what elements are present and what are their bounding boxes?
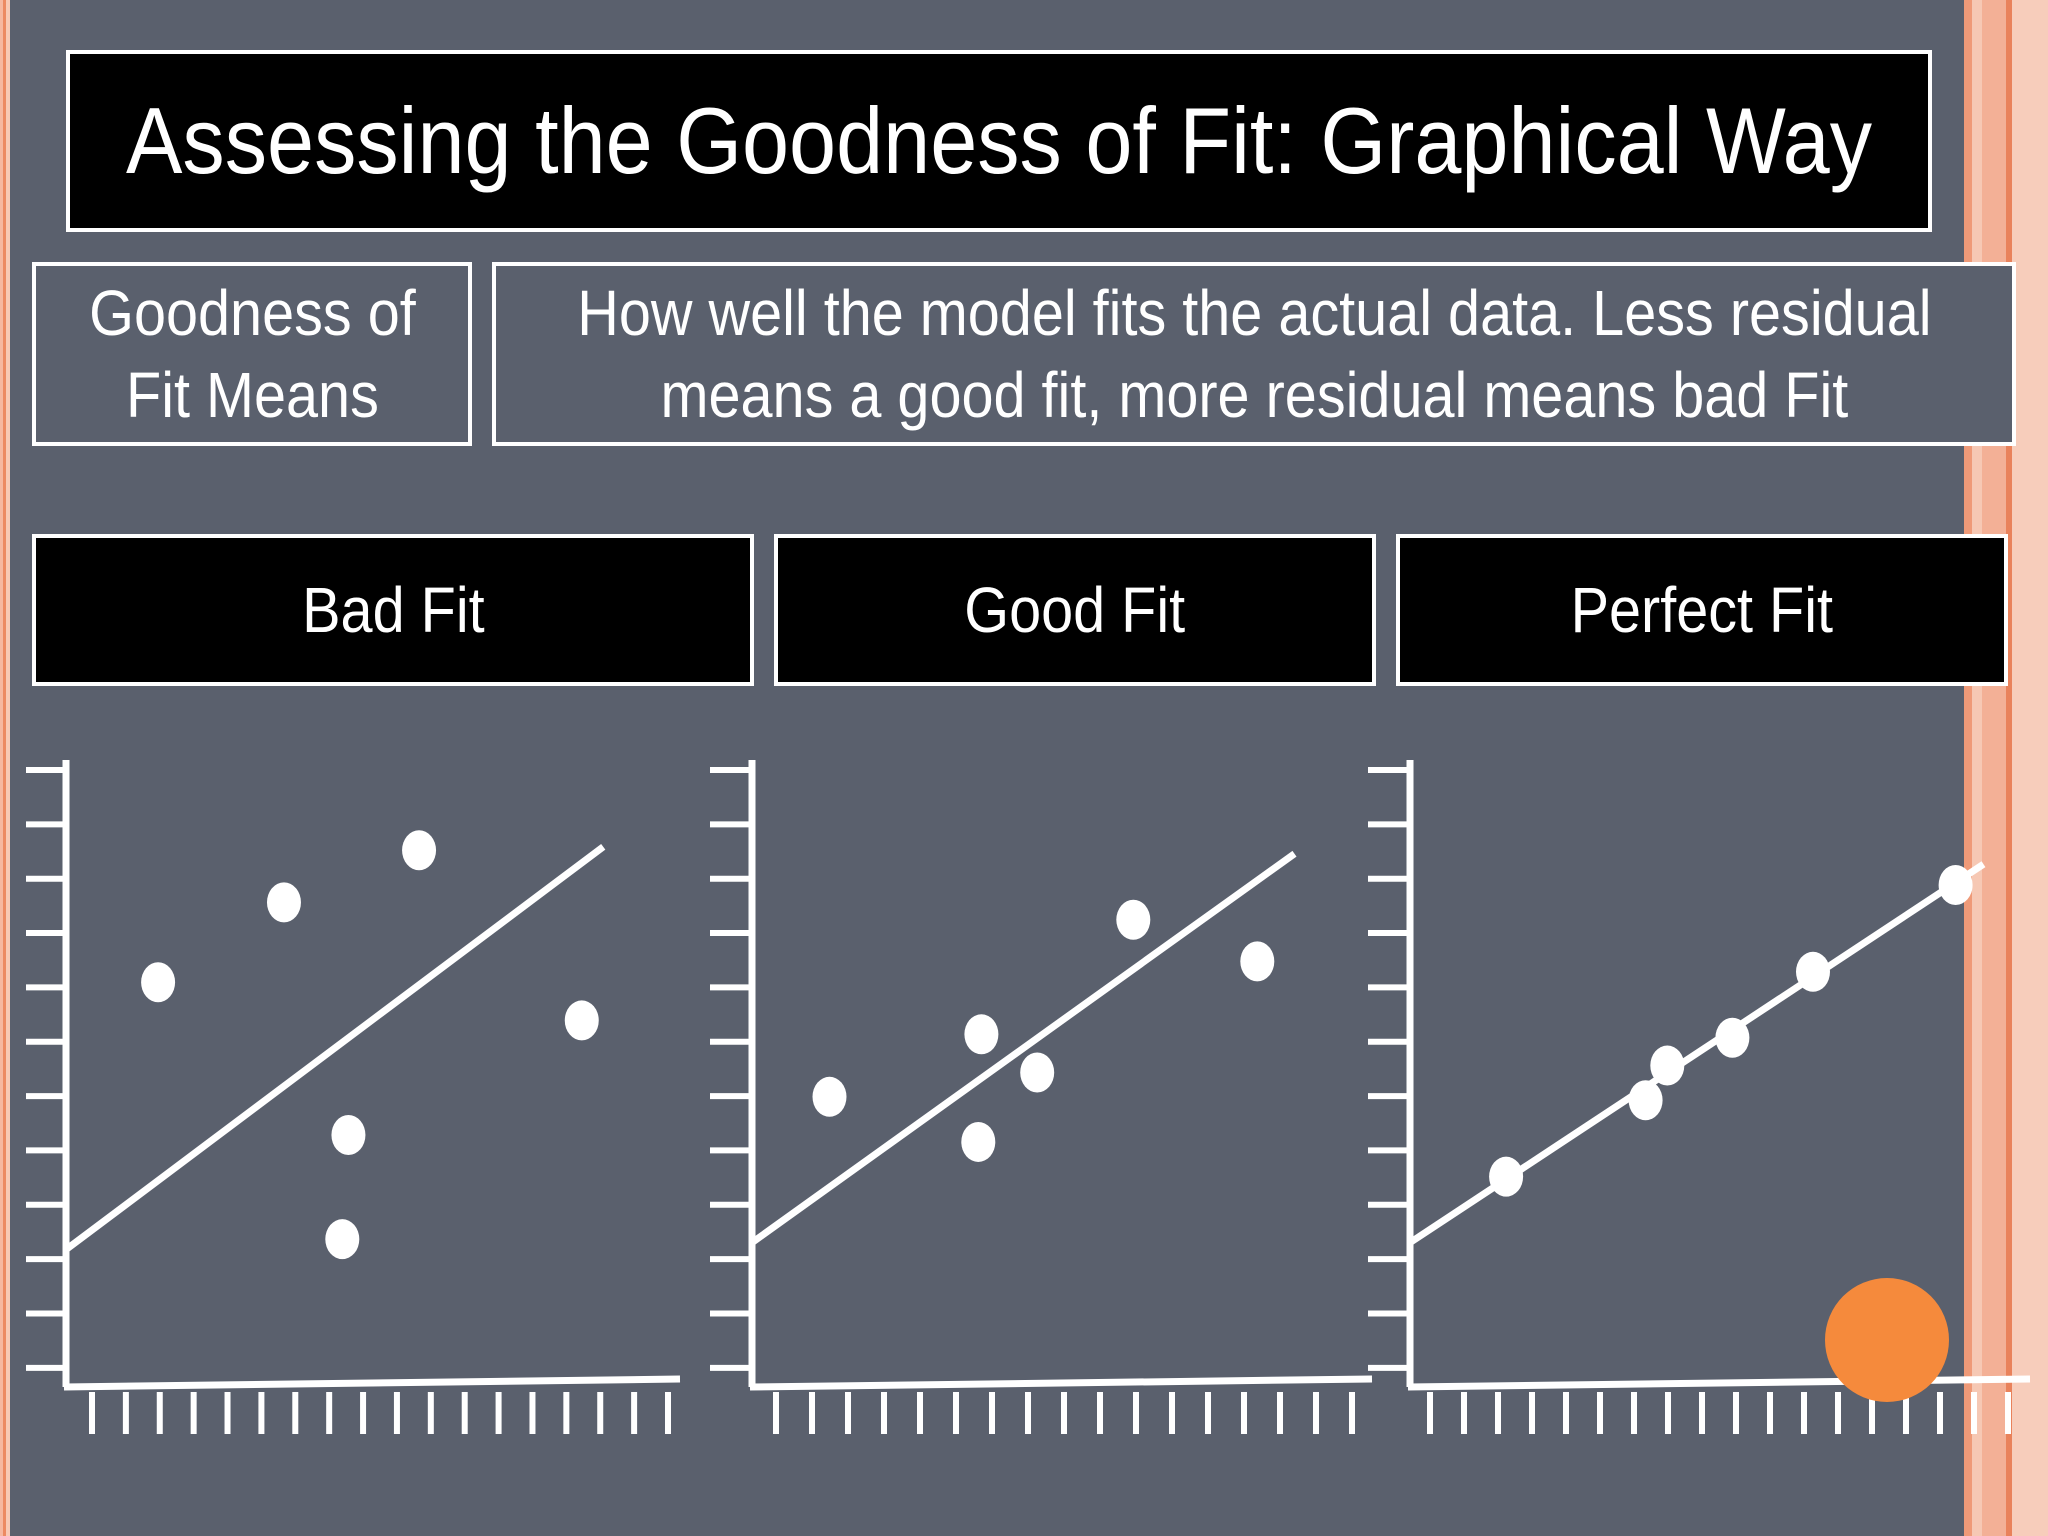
data-point bbox=[812, 1076, 847, 1117]
data-point bbox=[1650, 1045, 1685, 1086]
data-point bbox=[266, 882, 301, 923]
fit-line bbox=[749, 850, 1297, 1246]
slide-title-box: Assessing the Goodness of Fit: Graphical… bbox=[66, 50, 1932, 232]
data-point bbox=[1489, 1156, 1524, 1197]
data-point bbox=[141, 962, 176, 1003]
data-point bbox=[1020, 1052, 1055, 1093]
data-point bbox=[1116, 899, 1151, 940]
data-point bbox=[1240, 941, 1275, 982]
x-axis bbox=[749, 1375, 1373, 1391]
right-decorative-band bbox=[1964, 0, 2048, 1536]
plot-panel-3 bbox=[1368, 760, 2031, 1434]
orange-accent-dot bbox=[1825, 1278, 1949, 1402]
left-decorative-stripe bbox=[0, 0, 10, 1536]
definition-box: How well the model fits the actual data.… bbox=[492, 262, 2016, 446]
slide-title: Assessing the Goodness of Fit: Graphical… bbox=[125, 88, 1873, 193]
data-point bbox=[325, 1219, 360, 1260]
plot-panel-1 bbox=[26, 760, 681, 1434]
perfect-fit-header: Perfect Fit bbox=[1396, 534, 2008, 686]
term-label: Goodness of Fit Means bbox=[88, 277, 416, 431]
plot-panel-2 bbox=[710, 760, 1373, 1434]
term-box: Goodness of Fit Means bbox=[32, 262, 472, 446]
data-point bbox=[1715, 1017, 1750, 1058]
fit-line bbox=[63, 844, 606, 1253]
data-point bbox=[961, 1121, 996, 1162]
data-point bbox=[1796, 951, 1830, 992]
definition-text: How well the model fits the actual data.… bbox=[576, 277, 1932, 431]
data-point bbox=[1628, 1080, 1663, 1121]
data-point bbox=[964, 1014, 999, 1055]
bad-fit-header: Bad Fit bbox=[32, 534, 754, 686]
data-point bbox=[331, 1115, 366, 1155]
x-axis bbox=[1407, 1375, 2031, 1391]
good-fit-header: Good Fit bbox=[774, 534, 1376, 686]
x-axis bbox=[63, 1375, 681, 1391]
data-point bbox=[564, 1000, 599, 1041]
perfect-fit-label: Perfect Fit bbox=[1570, 574, 1834, 646]
data-point bbox=[402, 830, 437, 871]
data-point bbox=[1938, 865, 1973, 905]
bad-fit-label: Bad Fit bbox=[301, 574, 485, 646]
good-fit-label: Good Fit bbox=[964, 574, 1186, 646]
